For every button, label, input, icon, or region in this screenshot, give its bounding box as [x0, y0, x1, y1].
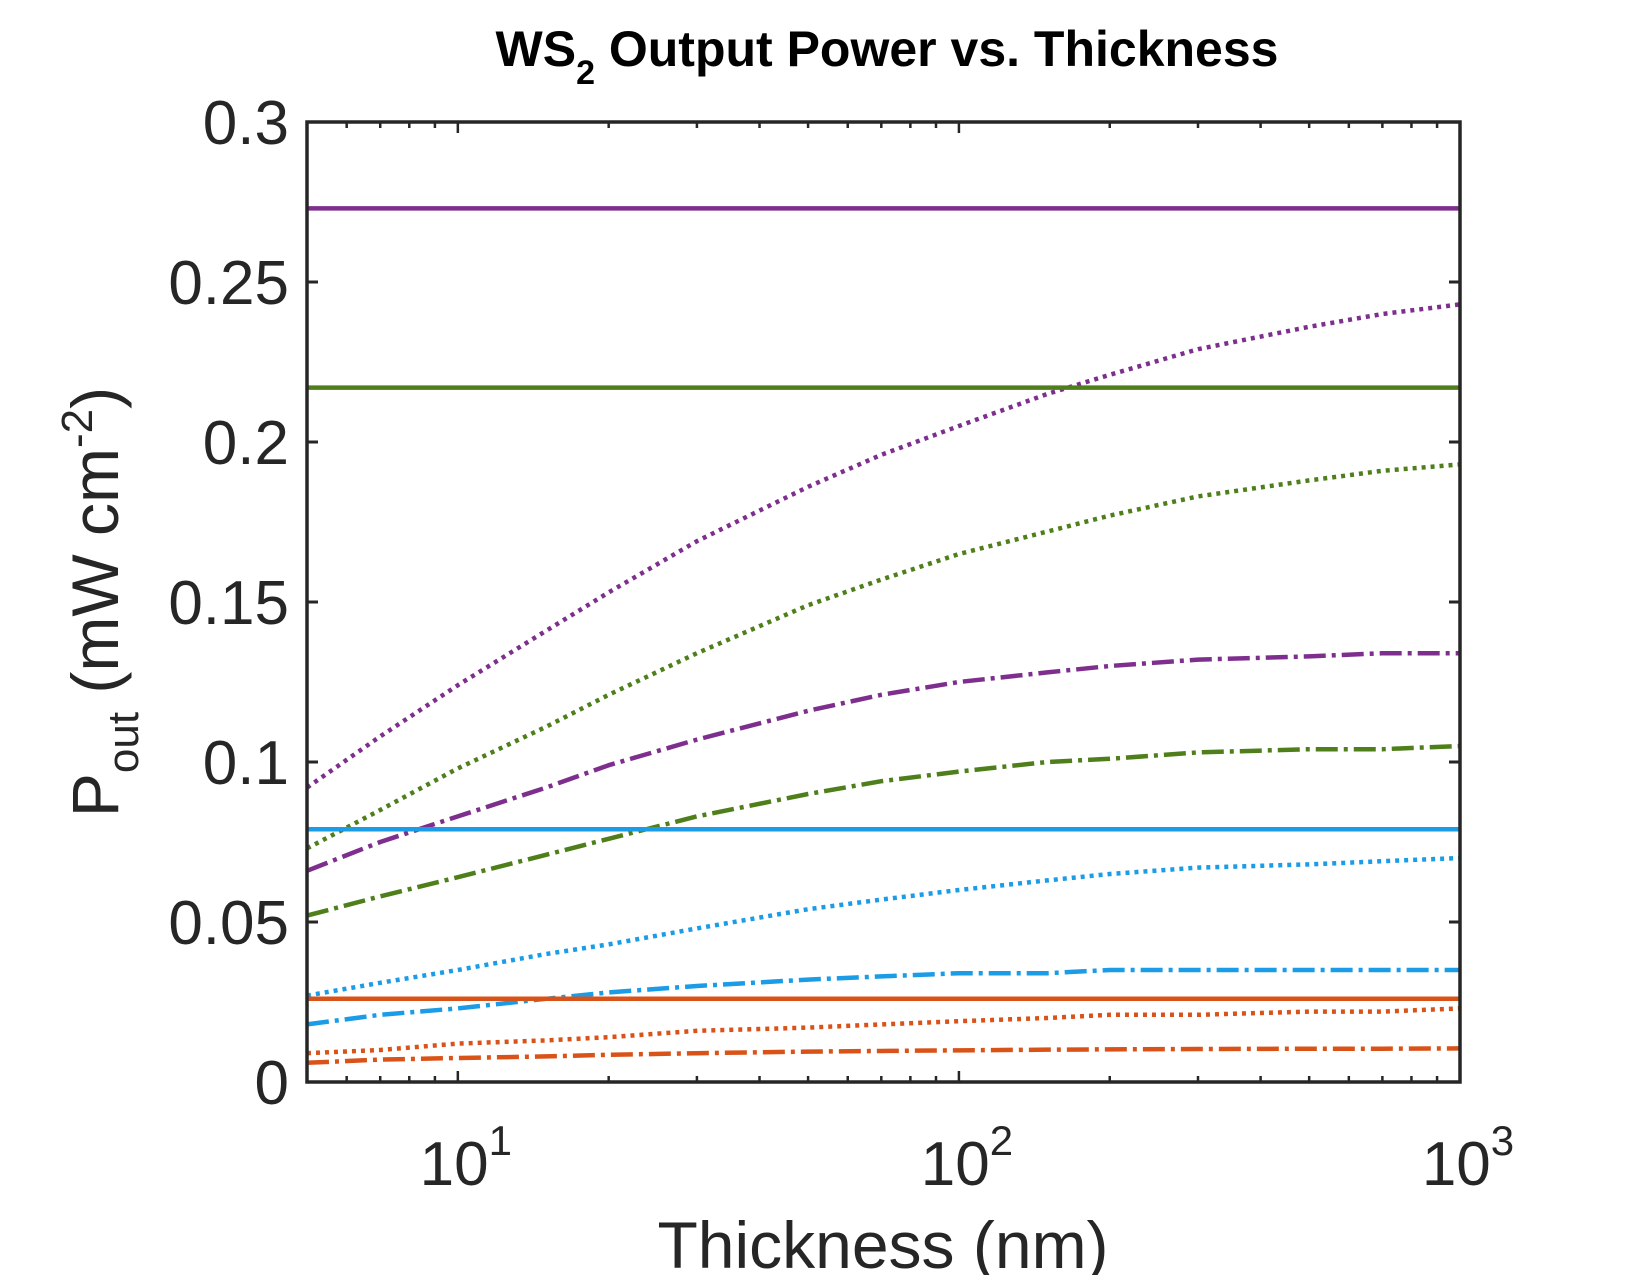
series-line-green-dotted [305, 462, 1461, 851]
chart-title: WS2 Output Power vs. Thickness [496, 21, 1279, 92]
x-tick-label-exponent: 3 [1491, 1117, 1514, 1164]
x-tick-label-exponent: 2 [990, 1117, 1013, 1164]
series-line-orange-dotted [306, 1006, 1461, 1056]
plot-area [307, 122, 1460, 1082]
y-axis-label: Pout (mW cm-2) [53, 387, 148, 817]
series-line-orange-dashed [306, 1046, 1461, 1066]
y-tick-label: 0.25 [168, 249, 289, 318]
x-tick-label: 102 [921, 1117, 1013, 1199]
y-axis-label-superscript: -2 [53, 409, 102, 448]
series-line-blue-dotted [306, 855, 1461, 998]
chart-title-rest: Output Power vs. Thickness [595, 21, 1279, 77]
y-axis-label-close: ) [58, 387, 132, 409]
x-tick-label: 103 [1422, 1117, 1514, 1199]
y-tick-label: 0.3 [203, 89, 289, 158]
series-line-blue-dashed [306, 967, 1460, 1027]
y-tick-label: 0.15 [168, 569, 289, 638]
series-line-green-dashed [306, 743, 1461, 918]
x-axis-label: Thickness (nm) [657, 1208, 1108, 1275]
x-tick-label-exponent: 1 [489, 1117, 512, 1164]
y-axis-label-subscript: out [99, 712, 148, 773]
y-tick-label: 0.1 [203, 729, 289, 798]
x-tick-label: 101 [420, 1117, 512, 1199]
ytick-label-layer: 0 0.05 0.1 0.15 0.2 0.25 0.3 [168, 89, 289, 1118]
y-axis-label-main: P [58, 773, 132, 817]
axes-box [305, 120, 1462, 1084]
xtick-label-layer: 101 102 103 [420, 1117, 1514, 1199]
y-axis-label-unit: (mW cm [58, 448, 132, 712]
chart-title-subscript: 2 [576, 54, 595, 92]
y-tick-label: 0.05 [168, 889, 289, 958]
y-tick-label: 0 [255, 1049, 289, 1118]
series-line-purple-dotted [305, 302, 1461, 790]
series-line-purple-dashed [306, 650, 1460, 873]
x-tick-label-base: 10 [420, 1130, 489, 1199]
x-tick-label-base: 10 [1422, 1130, 1491, 1199]
x-tick-label-base: 10 [921, 1130, 990, 1199]
series-layer [305, 206, 1461, 1066]
y-tick-label: 0.2 [203, 409, 289, 478]
chart-title-main: WS [496, 21, 577, 77]
